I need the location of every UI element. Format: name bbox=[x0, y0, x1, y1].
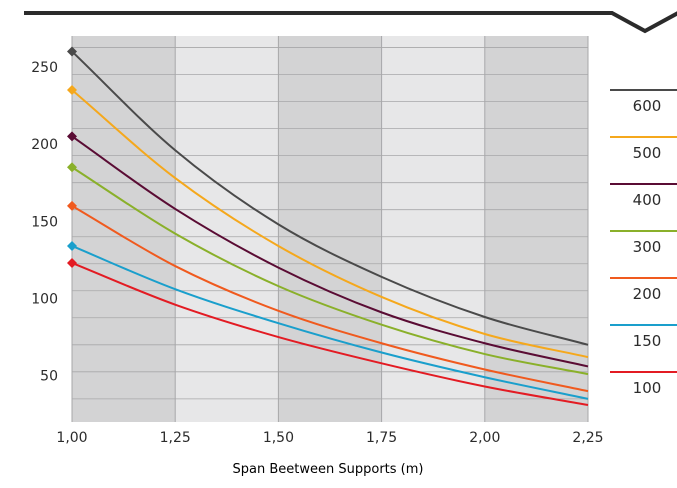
series-line-600 bbox=[71, 50, 589, 346]
legend-label-150: 150 bbox=[633, 332, 662, 350]
legend-label-400: 400 bbox=[633, 191, 662, 209]
legend-label-200: 200 bbox=[633, 285, 662, 303]
plot-background bbox=[72, 36, 588, 422]
x-tick-label: 1,25 bbox=[160, 430, 191, 446]
series-marker-300 bbox=[67, 162, 77, 173]
y-tick-label: 50 bbox=[40, 369, 58, 385]
plot-band bbox=[381, 36, 485, 422]
x-axis-title: Span Beetween Supports (m) bbox=[233, 462, 424, 477]
x-tick-label: 2,25 bbox=[572, 430, 603, 446]
series-line-150 bbox=[71, 245, 589, 400]
plot-band bbox=[175, 36, 279, 422]
y-tick-label: 150 bbox=[31, 214, 58, 230]
legend-label-100: 100 bbox=[633, 379, 662, 397]
y-axis-ticks: 50 100 150 200 250 bbox=[31, 60, 58, 385]
legend-label-300: 300 bbox=[633, 238, 662, 256]
legend: 600 500 400 300 200 150 100 bbox=[610, 89, 677, 397]
x-tick-label: 2,00 bbox=[469, 430, 500, 446]
legend-label-600: 600 bbox=[633, 97, 662, 115]
series-line-300 bbox=[71, 166, 589, 376]
legend-label-500: 500 bbox=[633, 144, 662, 162]
series-line-500 bbox=[71, 89, 589, 359]
series-line-100 bbox=[71, 262, 589, 407]
series-line-400 bbox=[71, 135, 589, 368]
x-tick-label: 1,00 bbox=[56, 430, 87, 446]
y-tick-label: 100 bbox=[31, 291, 58, 307]
series-marker-150 bbox=[67, 240, 77, 251]
y-tick-label: 200 bbox=[31, 137, 58, 153]
series-marker-100 bbox=[67, 257, 77, 268]
series-marker-200 bbox=[67, 200, 77, 211]
x-tick-label: 1,50 bbox=[263, 430, 294, 446]
series-lines bbox=[71, 50, 589, 407]
header-line-with-chevron bbox=[24, 11, 677, 34]
series-marker-400 bbox=[67, 131, 77, 142]
y-tick-label: 250 bbox=[31, 60, 58, 76]
series-marker-600 bbox=[67, 46, 77, 57]
header-decoration bbox=[24, 11, 677, 34]
series-marker-500 bbox=[67, 85, 77, 96]
x-axis-ticks: 1,00 1,25 1,50 1,75 2,00 2,25 bbox=[56, 430, 603, 446]
series-line-200 bbox=[71, 204, 589, 393]
plot-band bbox=[278, 36, 382, 422]
series-start-markers bbox=[67, 46, 77, 268]
x-tick-label: 1,75 bbox=[366, 430, 397, 446]
plot-band bbox=[72, 36, 176, 422]
